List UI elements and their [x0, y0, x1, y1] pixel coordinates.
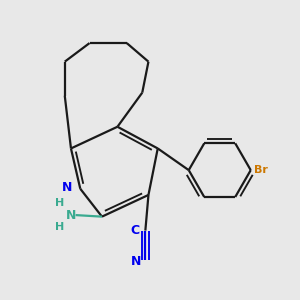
Text: N: N — [131, 255, 141, 268]
Text: Br: Br — [254, 165, 268, 175]
Text: C: C — [131, 224, 140, 237]
Text: H: H — [56, 223, 65, 232]
Text: N: N — [62, 181, 72, 194]
Text: N: N — [66, 208, 76, 222]
Text: H: H — [56, 198, 65, 208]
